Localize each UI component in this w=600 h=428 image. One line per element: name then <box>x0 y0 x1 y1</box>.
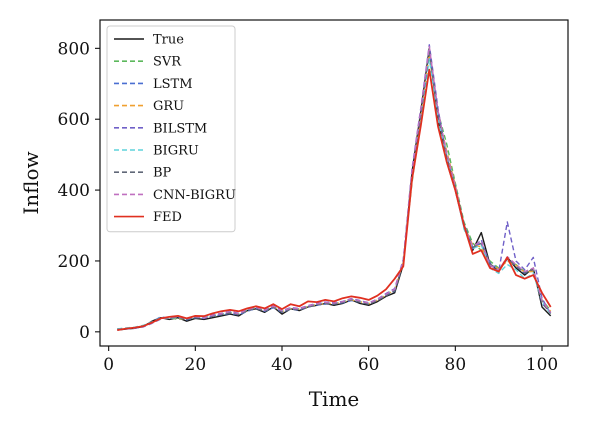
legend-label-true: True <box>153 33 184 48</box>
legend: True SVR LSTM GRU BILSTM BIGRU BP CNN-BIGRU FED <box>106 25 236 233</box>
x-axis-ticks: 0 20 40 60 80 100 <box>103 346 558 375</box>
x-tick-label: 80 <box>445 355 467 375</box>
legend-frame <box>106 25 236 233</box>
y-tick-label: 0 <box>79 323 90 343</box>
y-tick-label: 400 <box>58 181 90 201</box>
plot-area-frame <box>99 19 569 347</box>
x-axis-label: Time <box>309 387 360 411</box>
legend-label-svr: SVR <box>153 55 182 70</box>
legend-label-bilstm: BILSTM <box>153 121 207 136</box>
y-tick-label: 600 <box>58 110 90 130</box>
legend-label-lstm: LSTM <box>153 77 193 92</box>
series-line-fed <box>117 68 552 331</box>
plot-lines <box>117 44 552 331</box>
y-axis-label: Inflow <box>19 151 43 214</box>
y-tick-label: 200 <box>58 252 90 272</box>
x-tick-label: 0 <box>103 355 114 375</box>
x-tick-label: 60 <box>358 355 380 375</box>
series-line-true <box>117 47 552 331</box>
legend-label-bigru: BIGRU <box>153 144 199 159</box>
y-tick-label: 800 <box>58 39 90 59</box>
legend-label-bp: BP <box>153 166 172 181</box>
x-tick-label: 40 <box>271 355 293 375</box>
x-tick-label: 100 <box>526 355 558 375</box>
y-axis-ticks: 0 200 400 600 800 <box>58 39 100 343</box>
legend-label-cnn-bigru: CNN-BIGRU <box>153 188 236 203</box>
x-tick-label: 20 <box>185 355 207 375</box>
legend-label-fed: FED <box>153 210 182 225</box>
legend-label-gru: GRU <box>153 99 184 114</box>
